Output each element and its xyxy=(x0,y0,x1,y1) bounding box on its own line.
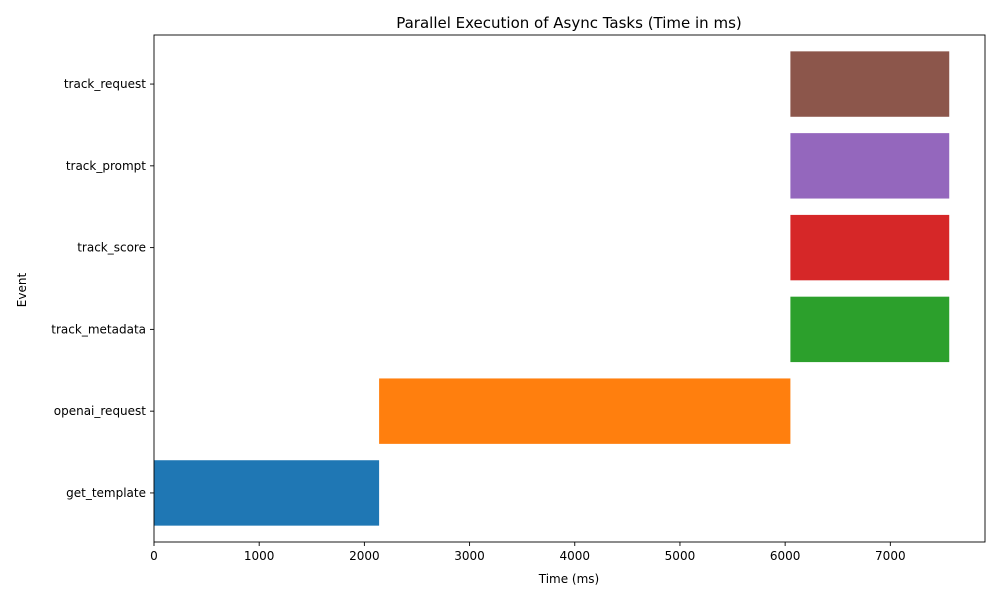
x-tick-label-3000: 3000 xyxy=(454,549,485,563)
bar-track_metadata xyxy=(790,296,950,363)
x-tick-label-4000: 4000 xyxy=(559,549,590,563)
plot-frame xyxy=(153,34,986,543)
y-axis-title: Event xyxy=(15,273,29,308)
chart-title: Parallel Execution of Async Tasks (Time … xyxy=(396,14,742,32)
x-axis-title: Time (ms) xyxy=(538,572,600,586)
bar-track_request xyxy=(790,51,950,117)
x-tick-label-7000: 7000 xyxy=(875,549,906,563)
y-tick-label-track_request: track_request xyxy=(64,77,146,91)
x-tick-label-2000: 2000 xyxy=(349,549,380,563)
y-tick-label-track_metadata: track_metadata xyxy=(51,322,146,336)
x-tick-label-0: 0 xyxy=(150,549,158,563)
plot-area: 0 1000 2000 3000 4000 5000 6000 7000 get_templat… xyxy=(51,34,986,563)
bar-track_prompt xyxy=(790,133,950,199)
bar-openai_request xyxy=(379,378,791,444)
bar-track_score xyxy=(790,214,950,281)
y-tick-label-get_template: get_template xyxy=(66,486,146,500)
x-tick-label-5000: 5000 xyxy=(665,549,696,563)
y-tick-label-track_prompt: track_prompt xyxy=(66,159,146,173)
bar-get_template xyxy=(154,460,380,526)
y-tick-label-openai_request: openai_request xyxy=(54,404,147,418)
y-tick-label-track_score: track_score xyxy=(77,241,146,255)
x-tick-label-1000: 1000 xyxy=(244,549,275,563)
x-tick-label-6000: 6000 xyxy=(770,549,801,563)
